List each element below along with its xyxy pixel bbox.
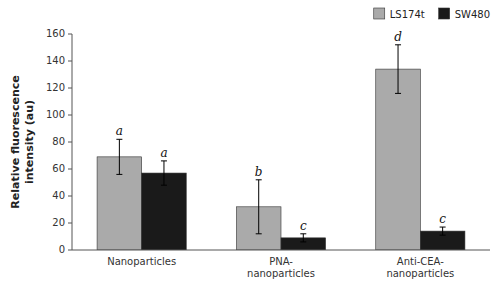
- y-tick: [68, 196, 72, 197]
- error-bar: [395, 45, 401, 94]
- legend: LS174t SW480: [374, 8, 490, 20]
- legend-swatch: [374, 8, 385, 19]
- chart: 0 20 40 60 80 100 120 140 160 Relative fluorescen…: [0, 0, 500, 294]
- x-tick-label: Anti-CEA-nanoparticles: [386, 256, 454, 279]
- y-axis-label: Relative fluorescenceintensity (au): [9, 75, 36, 208]
- x-tick-label: PNA-nanoparticles: [247, 256, 315, 279]
- y-tick: [68, 34, 72, 35]
- error-bar: [116, 139, 122, 174]
- annotations: a b d a c c: [116, 30, 446, 233]
- y-tick: [68, 142, 72, 143]
- y-tick-label: 20: [52, 217, 65, 228]
- chart-container: 0 20 40 60 80 100 120 140 160 Relative fluorescen…: [0, 0, 500, 294]
- y-tick-label: 140: [46, 55, 65, 66]
- legend-label: SW480: [455, 9, 490, 20]
- y-tick: [68, 169, 72, 170]
- y-tick: [68, 61, 72, 62]
- x-tick-label: Nanoparticles: [107, 256, 176, 267]
- error-bar: [300, 234, 306, 242]
- error-bar: [440, 227, 446, 235]
- error-bar: [256, 180, 262, 234]
- legend-item: LS174t: [374, 8, 425, 20]
- plot-area: [97, 45, 465, 250]
- y-tick-label: 60: [52, 163, 65, 174]
- legend-item: SW480: [439, 8, 490, 20]
- y-tick: [68, 115, 72, 116]
- legend-swatch: [439, 8, 450, 19]
- error-bar: [161, 161, 167, 185]
- annotation: a: [116, 124, 123, 138]
- annotation: c: [300, 219, 307, 233]
- y-tick-label: 40: [52, 190, 65, 201]
- y-axis-line: [72, 34, 73, 250]
- y-tick: [68, 223, 72, 224]
- y-tick-label: 100: [46, 109, 65, 120]
- x-axis-line: [72, 250, 490, 251]
- y-tick-label: 80: [52, 136, 65, 147]
- y-tick-label: 0: [59, 244, 65, 255]
- annotation: b: [255, 165, 263, 179]
- bar: [376, 69, 421, 250]
- annotation: c: [439, 212, 446, 226]
- y-tick: [68, 88, 72, 89]
- annotation: a: [160, 146, 167, 160]
- y-tick-label: 160: [46, 28, 65, 39]
- annotation: d: [394, 30, 402, 44]
- y-tick-label: 120: [46, 82, 65, 93]
- y-tick: [68, 250, 72, 251]
- legend-label: LS174t: [390, 9, 425, 20]
